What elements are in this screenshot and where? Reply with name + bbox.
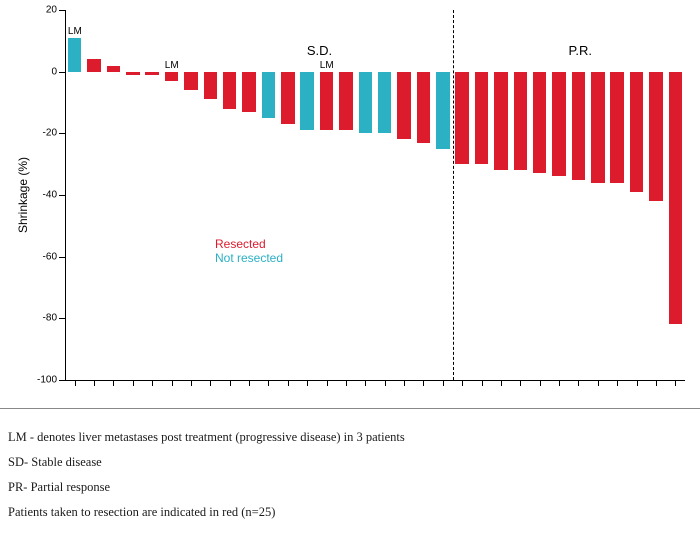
caption-line: Patients taken to resection are indicate… — [8, 500, 405, 525]
y-tick-label: 20 — [27, 5, 57, 16]
x-tick — [346, 380, 347, 386]
bar-annotation: LM — [68, 26, 82, 37]
bar — [533, 72, 547, 174]
y-tick-label: -40 — [27, 190, 57, 201]
bar — [242, 72, 256, 112]
y-tick-label: 0 — [27, 66, 57, 77]
bar — [436, 72, 450, 149]
bar — [126, 72, 140, 75]
bar — [475, 72, 489, 165]
bar — [378, 72, 392, 134]
bar — [107, 66, 121, 72]
y-tick — [59, 133, 65, 134]
bar — [281, 72, 295, 124]
y-tick — [59, 10, 65, 11]
y-tick — [59, 380, 65, 381]
y-tick-label: -80 — [27, 313, 57, 324]
x-tick — [133, 380, 134, 386]
y-tick-label: -100 — [27, 375, 57, 386]
x-tick — [307, 380, 308, 386]
x-axis — [65, 380, 685, 381]
x-tick — [327, 380, 328, 386]
y-tick — [59, 195, 65, 196]
legend-item: Not resected — [215, 252, 283, 266]
x-tick — [462, 380, 463, 386]
bar — [630, 72, 644, 192]
bar — [572, 72, 586, 180]
y-tick — [59, 72, 65, 73]
x-tick — [617, 380, 618, 386]
bar — [223, 72, 237, 109]
x-tick — [423, 380, 424, 386]
bar — [514, 72, 528, 171]
legend-item: Resected — [215, 238, 283, 252]
bar-annotation: LM — [165, 60, 179, 71]
bar — [649, 72, 663, 202]
x-tick — [404, 380, 405, 386]
y-axis — [65, 10, 66, 380]
caption-block: LM - denotes liver metastases post treat… — [8, 425, 405, 525]
bar — [339, 72, 353, 131]
bar — [87, 59, 101, 71]
x-tick — [75, 380, 76, 386]
waterfall-chart: -100-80-60-40-20020LMLMLMS.D.P.R.Resecte… — [65, 10, 685, 380]
bar — [669, 72, 683, 325]
x-tick — [152, 380, 153, 386]
bar — [300, 72, 314, 131]
y-tick — [59, 318, 65, 319]
x-tick — [598, 380, 599, 386]
x-tick — [540, 380, 541, 386]
legend: ResectedNot resected — [215, 238, 283, 266]
x-tick — [113, 380, 114, 386]
caption-line: PR- Partial response — [8, 475, 405, 500]
bar — [455, 72, 469, 165]
x-tick — [443, 380, 444, 386]
y-axis-title: Shrinkage (%) — [16, 157, 30, 233]
x-tick — [172, 380, 173, 386]
x-tick — [385, 380, 386, 386]
x-tick — [268, 380, 269, 386]
bar — [494, 72, 508, 171]
caption-line: LM - denotes liver metastases post treat… — [8, 425, 405, 450]
y-tick — [59, 257, 65, 258]
bar — [591, 72, 605, 183]
x-tick — [365, 380, 366, 386]
bar — [610, 72, 624, 183]
x-tick — [482, 380, 483, 386]
plot-area: -100-80-60-40-20020LMLMLMS.D.P.R.Resecte… — [65, 10, 685, 380]
bar-annotation: LM — [320, 60, 334, 71]
y-tick-label: -60 — [27, 251, 57, 262]
x-tick — [675, 380, 676, 386]
x-tick — [249, 380, 250, 386]
bar — [145, 72, 159, 75]
region-label: P.R. — [568, 43, 592, 58]
bar — [397, 72, 411, 140]
divider-line — [0, 408, 700, 409]
caption-line: SD- Stable disease — [8, 450, 405, 475]
x-tick — [94, 380, 95, 386]
bar — [359, 72, 373, 134]
x-tick — [501, 380, 502, 386]
bar — [204, 72, 218, 100]
x-tick — [559, 380, 560, 386]
region-label: S.D. — [307, 43, 332, 58]
bar — [262, 72, 276, 118]
x-tick — [230, 380, 231, 386]
page: -100 -80 -60 -40 -20 0 20 LM LM LM S.D. P.R. Resecte… — [0, 0, 700, 559]
y-tick-label: -20 — [27, 128, 57, 139]
bar — [68, 38, 82, 72]
bar — [165, 72, 179, 81]
x-tick — [637, 380, 638, 386]
x-tick — [578, 380, 579, 386]
x-tick — [288, 380, 289, 386]
x-tick — [656, 380, 657, 386]
bar — [184, 72, 198, 91]
bar — [552, 72, 566, 177]
response-divider — [453, 10, 454, 380]
x-tick — [520, 380, 521, 386]
bar — [320, 72, 334, 131]
x-tick — [210, 380, 211, 386]
bar — [417, 72, 431, 143]
x-tick — [191, 380, 192, 386]
